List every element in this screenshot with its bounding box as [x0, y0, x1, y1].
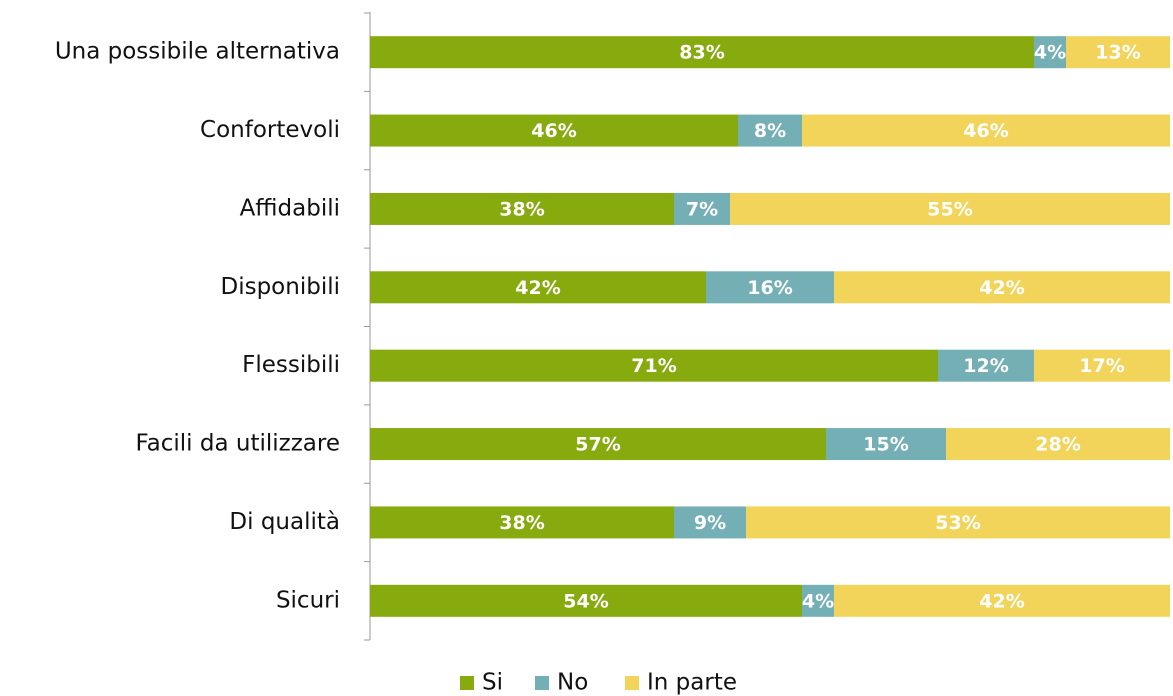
value-label: 15% [863, 434, 908, 456]
value-label: 46% [531, 120, 576, 142]
value-label: 7% [686, 198, 718, 220]
category-label: Affidabili [240, 195, 340, 221]
bar-segment [370, 114, 738, 147]
value-label: 9% [694, 512, 726, 534]
legend-swatch [625, 676, 639, 690]
category-label: Una possibile alternativa [55, 39, 340, 65]
bar-segment [802, 114, 1170, 147]
bar-segment [370, 192, 674, 225]
value-label: 4% [802, 590, 834, 612]
value-label: 8% [754, 120, 786, 142]
bar-segment [706, 271, 834, 304]
bar-segment [826, 428, 946, 461]
bar-segment [802, 584, 834, 617]
bar-segment [370, 584, 802, 617]
bar-segment [370, 428, 826, 461]
value-label: 42% [979, 277, 1024, 299]
value-label: 38% [499, 198, 544, 220]
bar-segment [674, 506, 746, 539]
bar-segment [370, 36, 1034, 69]
value-label: 55% [927, 198, 972, 220]
value-label: 42% [979, 590, 1024, 612]
value-label: 12% [963, 355, 1008, 377]
value-label: 46% [963, 120, 1008, 142]
bar-segment [1034, 36, 1066, 69]
value-label: 54% [563, 590, 608, 612]
bar-segment [834, 271, 1170, 304]
value-label: 38% [499, 512, 544, 534]
value-label: 71% [631, 355, 676, 377]
category-label: Confortevoli [200, 117, 340, 143]
value-label: 16% [747, 277, 792, 299]
bar-segment [746, 506, 1170, 539]
bar-segment [674, 192, 730, 225]
category-label: Facili da utilizzare [136, 431, 340, 457]
bar-segment [834, 584, 1170, 617]
bar-segment [738, 114, 802, 147]
value-label: 13% [1095, 42, 1140, 64]
value-label: 17% [1079, 355, 1124, 377]
bar-segment [370, 506, 674, 539]
category-label: Flessibili [242, 352, 340, 378]
value-label: 4% [1034, 42, 1066, 64]
value-label: 53% [935, 512, 980, 534]
category-label: Di qualità [229, 509, 340, 535]
category-label: Sicuri [276, 587, 340, 613]
category-label: Disponibili [221, 274, 341, 300]
bar-segment [938, 349, 1034, 382]
legend-swatch [535, 676, 549, 690]
legend-label: No [557, 670, 588, 696]
value-label: 28% [1035, 434, 1080, 456]
bar-segment [1066, 36, 1170, 69]
value-label: 83% [679, 42, 724, 64]
legend-label: Si [482, 670, 503, 696]
bar-segment [1034, 349, 1170, 382]
value-label: 57% [575, 434, 620, 456]
legend-label: In parte [647, 670, 737, 696]
bar-segment [370, 271, 706, 304]
bar-segment [370, 349, 938, 382]
bar-segment [946, 428, 1170, 461]
value-label: 42% [515, 277, 560, 299]
bar-segment [730, 192, 1170, 225]
legend-swatch [460, 676, 474, 690]
